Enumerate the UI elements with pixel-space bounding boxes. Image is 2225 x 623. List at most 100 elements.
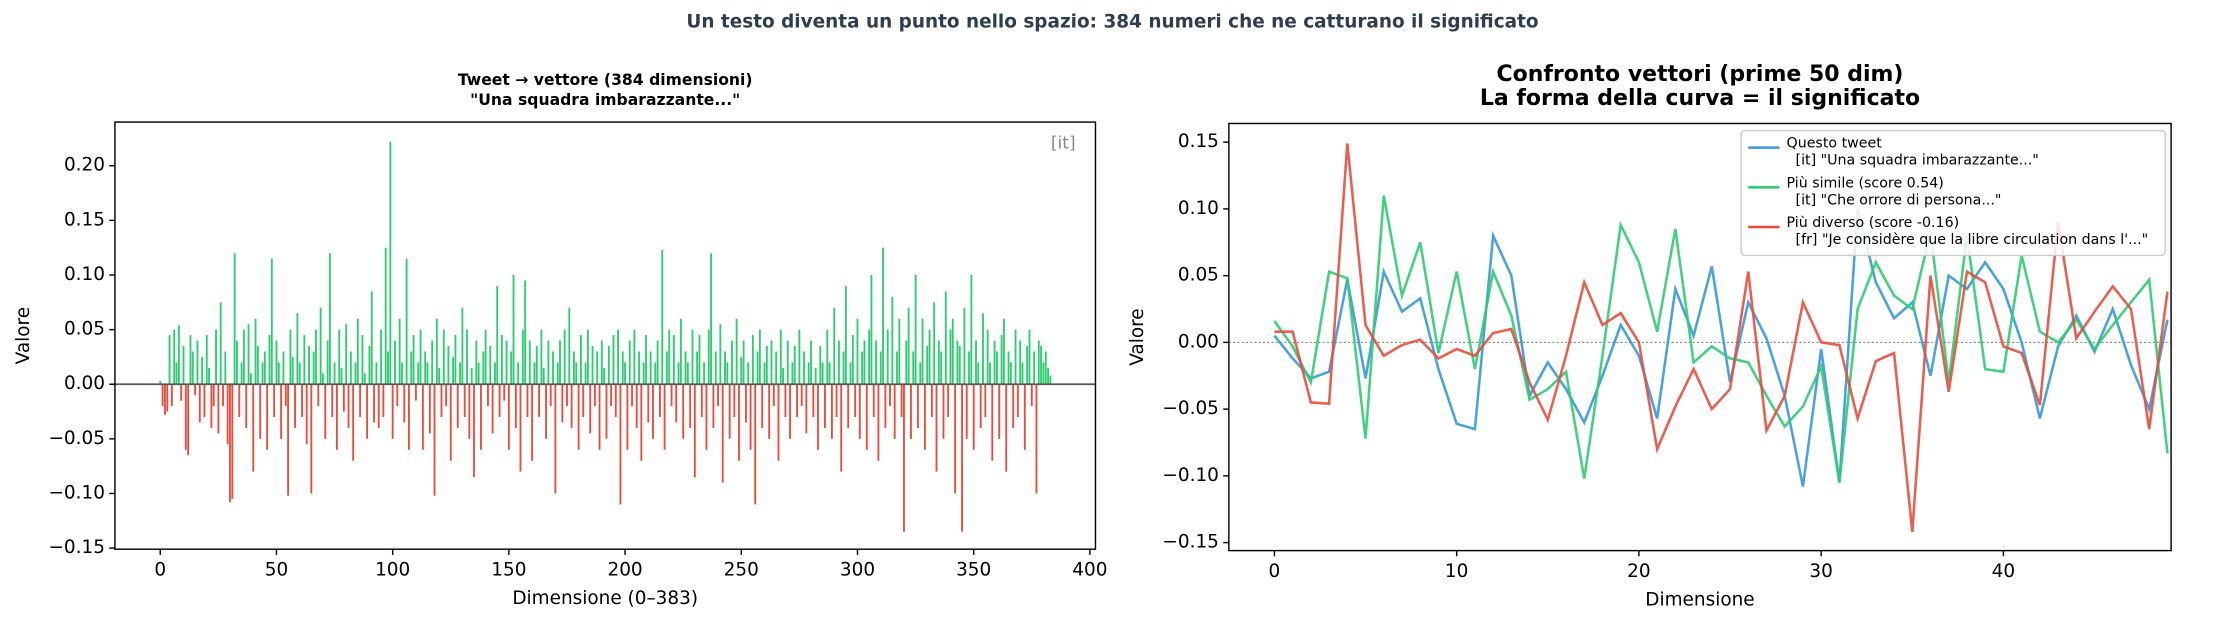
bar xyxy=(236,340,238,385)
bar xyxy=(1030,384,1033,407)
bar xyxy=(480,384,482,450)
bar xyxy=(349,351,352,385)
bar xyxy=(403,384,406,423)
bar xyxy=(672,335,675,385)
bar xyxy=(177,325,180,385)
bar xyxy=(245,384,248,428)
bar xyxy=(566,384,568,407)
bar xyxy=(954,384,957,494)
bar xyxy=(277,362,280,385)
bar xyxy=(835,384,838,418)
bar xyxy=(238,384,241,418)
bar xyxy=(868,329,871,385)
bar xyxy=(1016,384,1019,418)
bar xyxy=(930,384,933,418)
bar xyxy=(942,384,945,439)
bar xyxy=(782,367,785,385)
bar xyxy=(865,384,868,450)
bar xyxy=(605,384,608,439)
bar xyxy=(394,340,396,385)
bar xyxy=(247,324,250,385)
bar xyxy=(173,329,176,385)
bar xyxy=(405,258,408,385)
y-tick-label: −0.05 xyxy=(1162,398,1219,419)
bar xyxy=(600,340,603,385)
bar xyxy=(951,318,954,385)
bar xyxy=(347,384,350,428)
bar xyxy=(229,384,231,503)
bar xyxy=(619,384,622,505)
bar xyxy=(205,335,208,385)
bar xyxy=(652,384,654,439)
bar xyxy=(182,346,185,385)
bar xyxy=(505,340,508,385)
bar xyxy=(986,329,989,385)
bar xyxy=(863,340,866,385)
bar xyxy=(849,362,852,385)
bar xyxy=(921,318,924,385)
bar xyxy=(910,384,912,439)
bar xyxy=(898,318,901,385)
legend-label: Questo tweet [it] "Una squadra imbarazza… xyxy=(1786,136,2039,169)
bar xyxy=(503,384,506,401)
bar xyxy=(1014,329,1017,385)
bar xyxy=(552,351,554,385)
bar xyxy=(163,384,166,415)
bar xyxy=(714,351,717,385)
bar xyxy=(900,384,903,418)
bar xyxy=(686,362,689,385)
bar xyxy=(226,384,229,445)
bar xyxy=(926,346,929,385)
bar xyxy=(593,384,596,407)
bar xyxy=(1026,346,1029,385)
bar xyxy=(977,362,980,385)
bar xyxy=(1005,384,1008,472)
bar xyxy=(487,384,489,407)
bar xyxy=(368,346,371,385)
bar xyxy=(844,285,847,385)
bar xyxy=(819,346,822,385)
bar xyxy=(1023,384,1026,450)
bar xyxy=(447,346,450,385)
bar xyxy=(366,384,369,439)
bar xyxy=(891,296,894,385)
bar xyxy=(540,329,543,385)
legend-frame xyxy=(1740,129,2167,257)
bar xyxy=(693,384,696,478)
bar xyxy=(410,351,413,385)
bar xyxy=(798,329,801,385)
bar xyxy=(1021,362,1024,385)
bar xyxy=(375,362,378,385)
bar xyxy=(298,362,301,385)
bar xyxy=(1009,362,1012,385)
bar xyxy=(433,384,436,496)
x-tick-label: 10 xyxy=(1445,561,1468,582)
chart-title: Tweet → vettore (384 dimensioni) "Una sq… xyxy=(457,70,753,110)
bar xyxy=(879,351,882,385)
bar xyxy=(252,384,255,472)
bar xyxy=(398,318,401,385)
bar xyxy=(661,249,664,385)
bar xyxy=(263,351,266,385)
bar xyxy=(326,340,329,385)
bar xyxy=(916,384,919,428)
bar xyxy=(175,362,178,385)
bar xyxy=(682,384,685,439)
bar xyxy=(217,384,220,434)
y-tick-label: −0.05 xyxy=(48,428,105,449)
bar xyxy=(696,351,699,385)
bar xyxy=(254,318,257,385)
bar xyxy=(363,373,366,385)
bar xyxy=(656,340,659,385)
x-tick-label: 30 xyxy=(1809,561,1832,582)
bar xyxy=(500,335,503,385)
bar xyxy=(649,351,652,385)
bar xyxy=(654,362,657,385)
bar xyxy=(800,384,803,407)
bar xyxy=(775,351,778,385)
bar xyxy=(568,307,571,385)
bar xyxy=(268,335,271,385)
bar xyxy=(884,384,887,428)
bar xyxy=(817,384,819,450)
bar xyxy=(770,340,773,385)
